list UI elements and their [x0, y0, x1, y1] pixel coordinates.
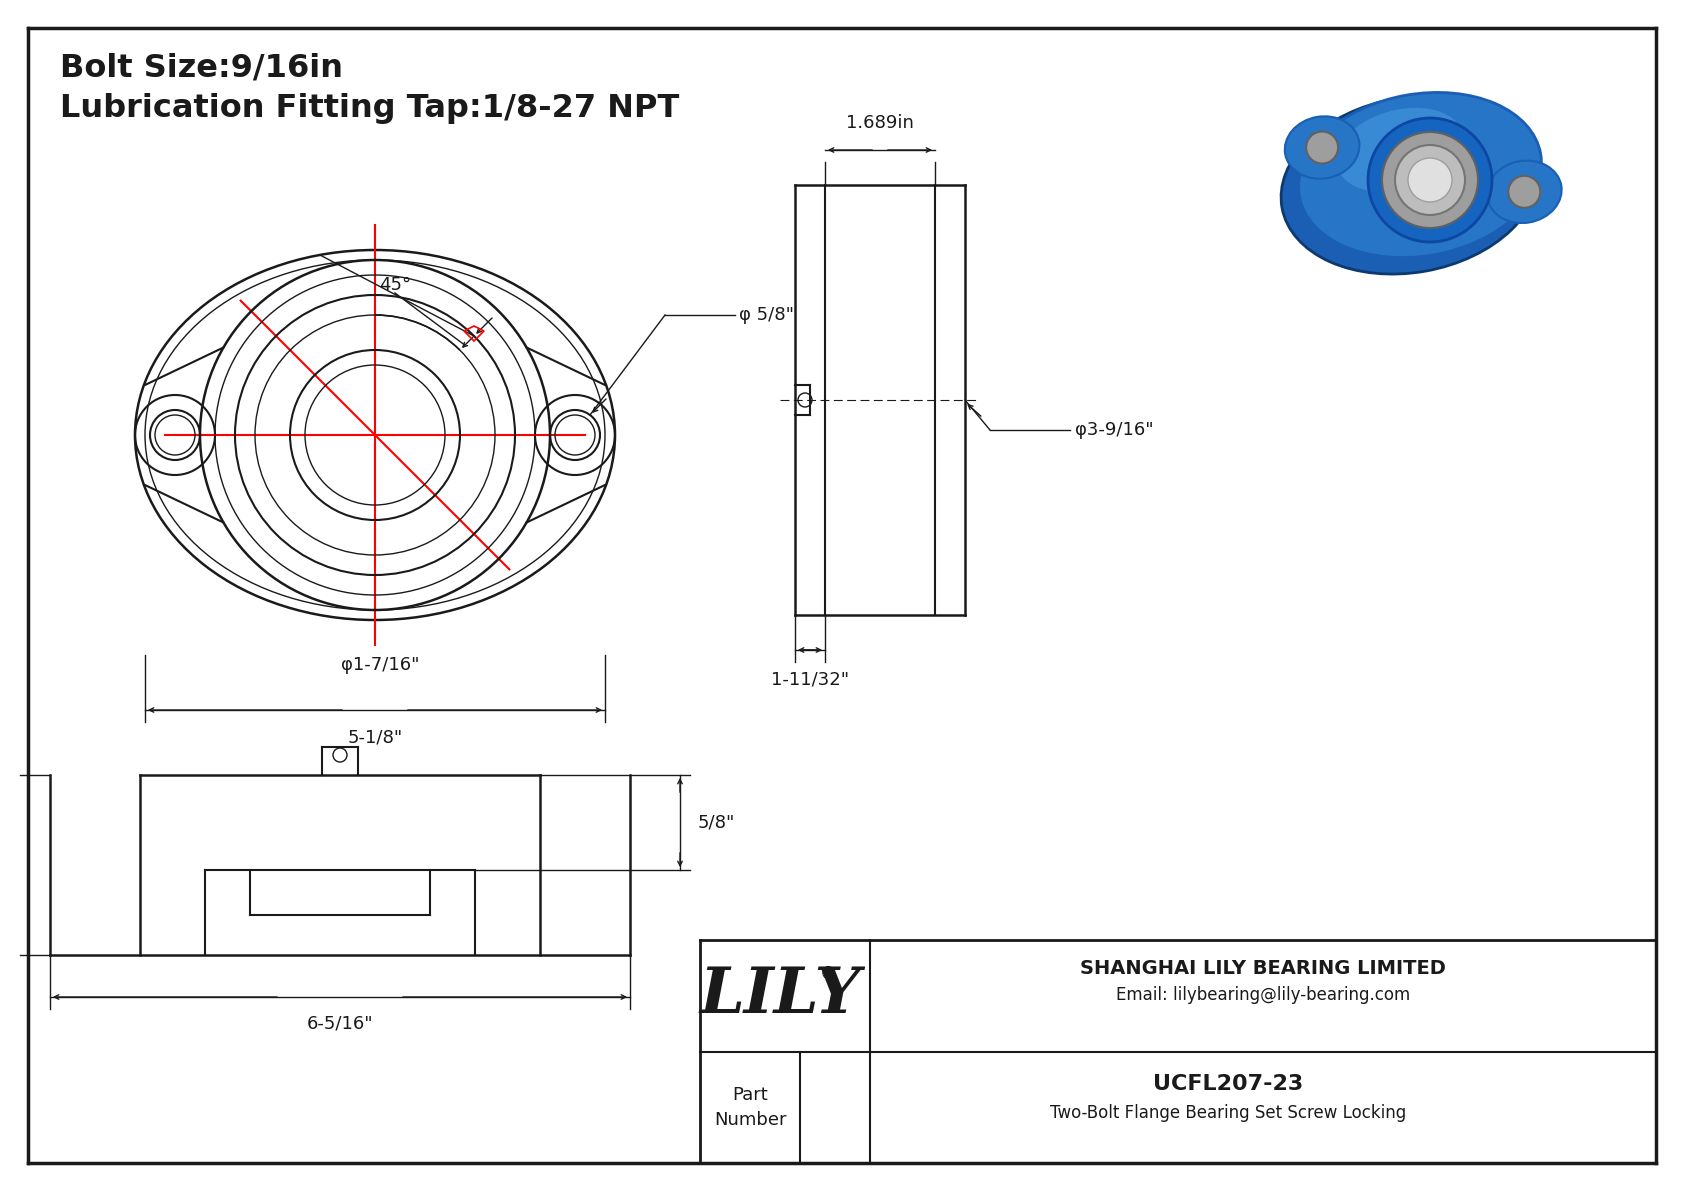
Text: Email: lilybearing@lily-bearing.com: Email: lilybearing@lily-bearing.com [1116, 986, 1410, 1004]
Text: Part
Number: Part Number [714, 1086, 786, 1129]
Circle shape [1408, 158, 1452, 202]
Circle shape [1307, 131, 1339, 163]
Circle shape [1394, 145, 1465, 216]
Text: UCFL207-23: UCFL207-23 [1154, 1073, 1303, 1093]
Text: SHANGHAI LILY BEARING LIMITED: SHANGHAI LILY BEARING LIMITED [1079, 959, 1447, 978]
Ellipse shape [1298, 93, 1541, 257]
Text: φ 5/8": φ 5/8" [739, 306, 793, 324]
Circle shape [1367, 118, 1492, 242]
Circle shape [1509, 176, 1541, 207]
Text: 5/8": 5/8" [697, 813, 736, 831]
Ellipse shape [1282, 96, 1539, 274]
Text: 1.689in: 1.689in [845, 114, 914, 132]
Circle shape [1383, 132, 1479, 227]
Text: φ3-9/16": φ3-9/16" [1074, 420, 1154, 439]
Text: 6-5/16": 6-5/16" [306, 1015, 374, 1033]
Text: φ1-7/16": φ1-7/16" [340, 656, 419, 674]
Text: 1-11/32": 1-11/32" [771, 671, 849, 688]
Ellipse shape [1487, 161, 1561, 223]
Ellipse shape [1337, 108, 1463, 192]
Text: Two-Bolt Flange Bearing Set Screw Locking: Two-Bolt Flange Bearing Set Screw Lockin… [1049, 1104, 1406, 1122]
Text: 45°: 45° [379, 276, 411, 294]
Text: Lubrication Fitting Tap:1/8-27 NPT: Lubrication Fitting Tap:1/8-27 NPT [61, 93, 679, 124]
Text: 5-1/8": 5-1/8" [347, 728, 402, 746]
Text: ®: ® [820, 965, 837, 983]
Text: LILY: LILY [699, 965, 861, 1027]
Ellipse shape [1285, 117, 1359, 179]
Text: Bolt Size:9/16in: Bolt Size:9/16in [61, 52, 344, 83]
